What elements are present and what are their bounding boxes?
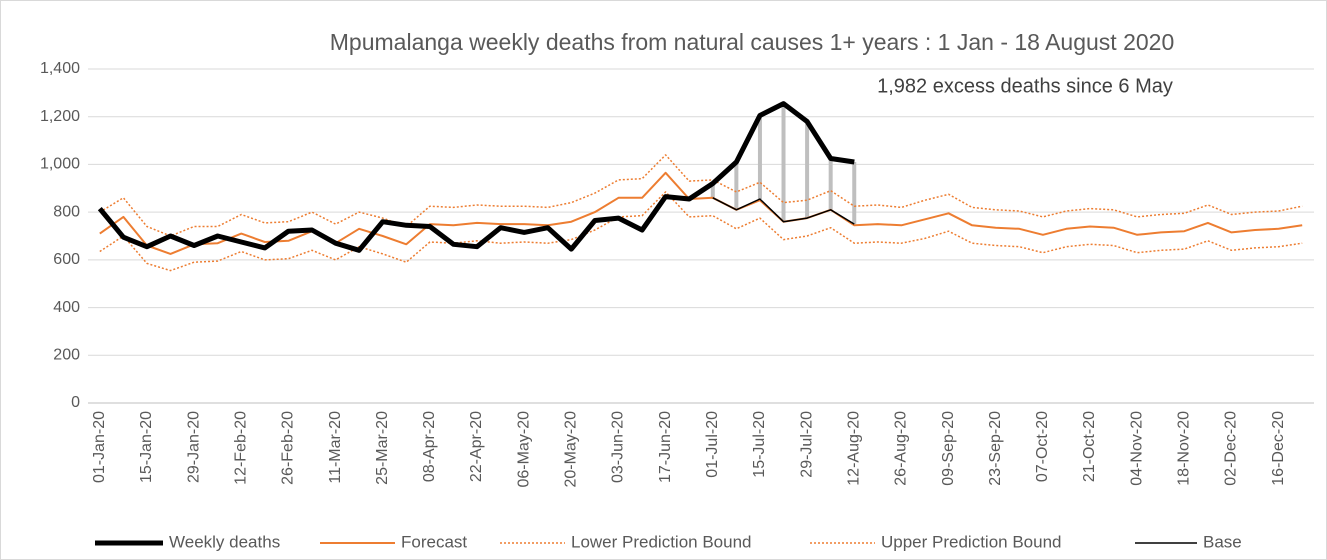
y-tick-label: 1,000 [40,156,80,173]
x-tick-label: 12-Aug-20 [845,411,862,486]
x-tick-label: 17-Jun-20 [657,411,674,483]
x-tick-label: 23-Sep-20 [987,411,1004,486]
x-tick-label: 26-Aug-20 [893,411,910,486]
x-tick-label: 22-Apr-20 [468,411,485,482]
legend-label: Weekly deaths [169,532,280,551]
x-tick-label: 21-Oct-20 [1081,411,1098,482]
chart-title: Mpumalanga weekly deaths from natural ca… [330,29,1174,55]
x-tick-label: 16-Dec-20 [1270,411,1287,486]
x-tick-label: 18-Nov-20 [1176,411,1193,486]
x-tick-label: 01-Jul-20 [704,411,721,478]
y-tick-label: 800 [53,203,80,220]
legend-label: Base [1203,532,1242,551]
series-line [712,197,855,225]
x-tick-label: 07-Oct-20 [1034,411,1051,482]
series-line [99,171,1303,255]
x-tick-label: 02-Dec-20 [1223,411,1240,486]
x-tick-label: 29-Jan-20 [185,411,202,483]
x-tick-label: 11-Mar-20 [327,411,344,484]
x-tick-label: 03-Jun-20 [610,411,627,483]
series-line [97,101,855,253]
y-tick-label: 400 [53,299,80,316]
legend-label: Forecast [401,532,467,551]
x-tick-label: 01-Jan-20 [91,411,108,483]
y-tick-label: 200 [53,347,80,364]
x-tick-label: 29-Jul-20 [798,411,815,478]
y-tick-label: 0 [71,394,80,411]
y-tick-label: 1,400 [40,60,80,77]
y-tick-label: 600 [53,251,80,268]
x-tick-label: 09-Sep-20 [940,411,957,486]
series-line [99,191,1303,272]
x-tick-label: 06-May-20 [515,411,532,488]
x-tick-label: 26-Feb-20 [280,411,297,485]
annotation: 1,982 excess deaths since 6 May [877,75,1173,97]
legend-label: Upper Prediction Bound [881,532,1062,551]
x-tick-label: 15-Jul-20 [751,411,768,478]
x-tick-label: 20-May-20 [563,411,580,488]
x-tick-label: 08-Apr-20 [421,411,438,482]
x-tick-label: 12-Feb-20 [232,411,249,485]
legend-label: Lower Prediction Bound [571,532,752,551]
x-tick-label: 25-Mar-20 [374,411,391,485]
x-tick-label: 04-Nov-20 [1128,411,1145,486]
x-tick-label: 15-Jan-20 [138,411,155,483]
y-tick-label: 1,200 [40,108,80,125]
